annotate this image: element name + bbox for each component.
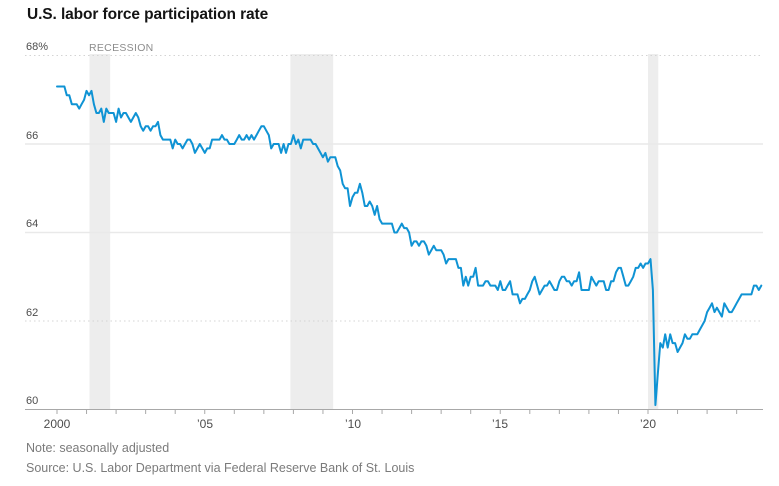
- x-axis-tick-label: ’15: [491, 417, 509, 431]
- chart-title: U.S. labor force participation rate: [27, 6, 269, 23]
- y-axis-tick-label: 68%: [26, 41, 49, 53]
- x-axis-tick-label: 2000: [43, 417, 71, 431]
- y-axis-tick-label: 66: [26, 130, 39, 142]
- chart-note: Note: seasonally adjusted: [26, 441, 170, 455]
- y-axis-tick-label: 64: [26, 218, 39, 230]
- y-axis-tick-label: 60: [26, 395, 39, 407]
- x-axis-tick-label: ’05: [196, 417, 214, 431]
- x-axis-tick-label: ’20: [639, 417, 657, 431]
- recession-legend-label: RECESSION: [89, 42, 154, 54]
- chart-source: Source: U.S. Labor Department via Federa…: [26, 461, 415, 475]
- x-axis-tick-label: ’10: [344, 417, 362, 431]
- y-axis-tick-label: 62: [26, 307, 39, 319]
